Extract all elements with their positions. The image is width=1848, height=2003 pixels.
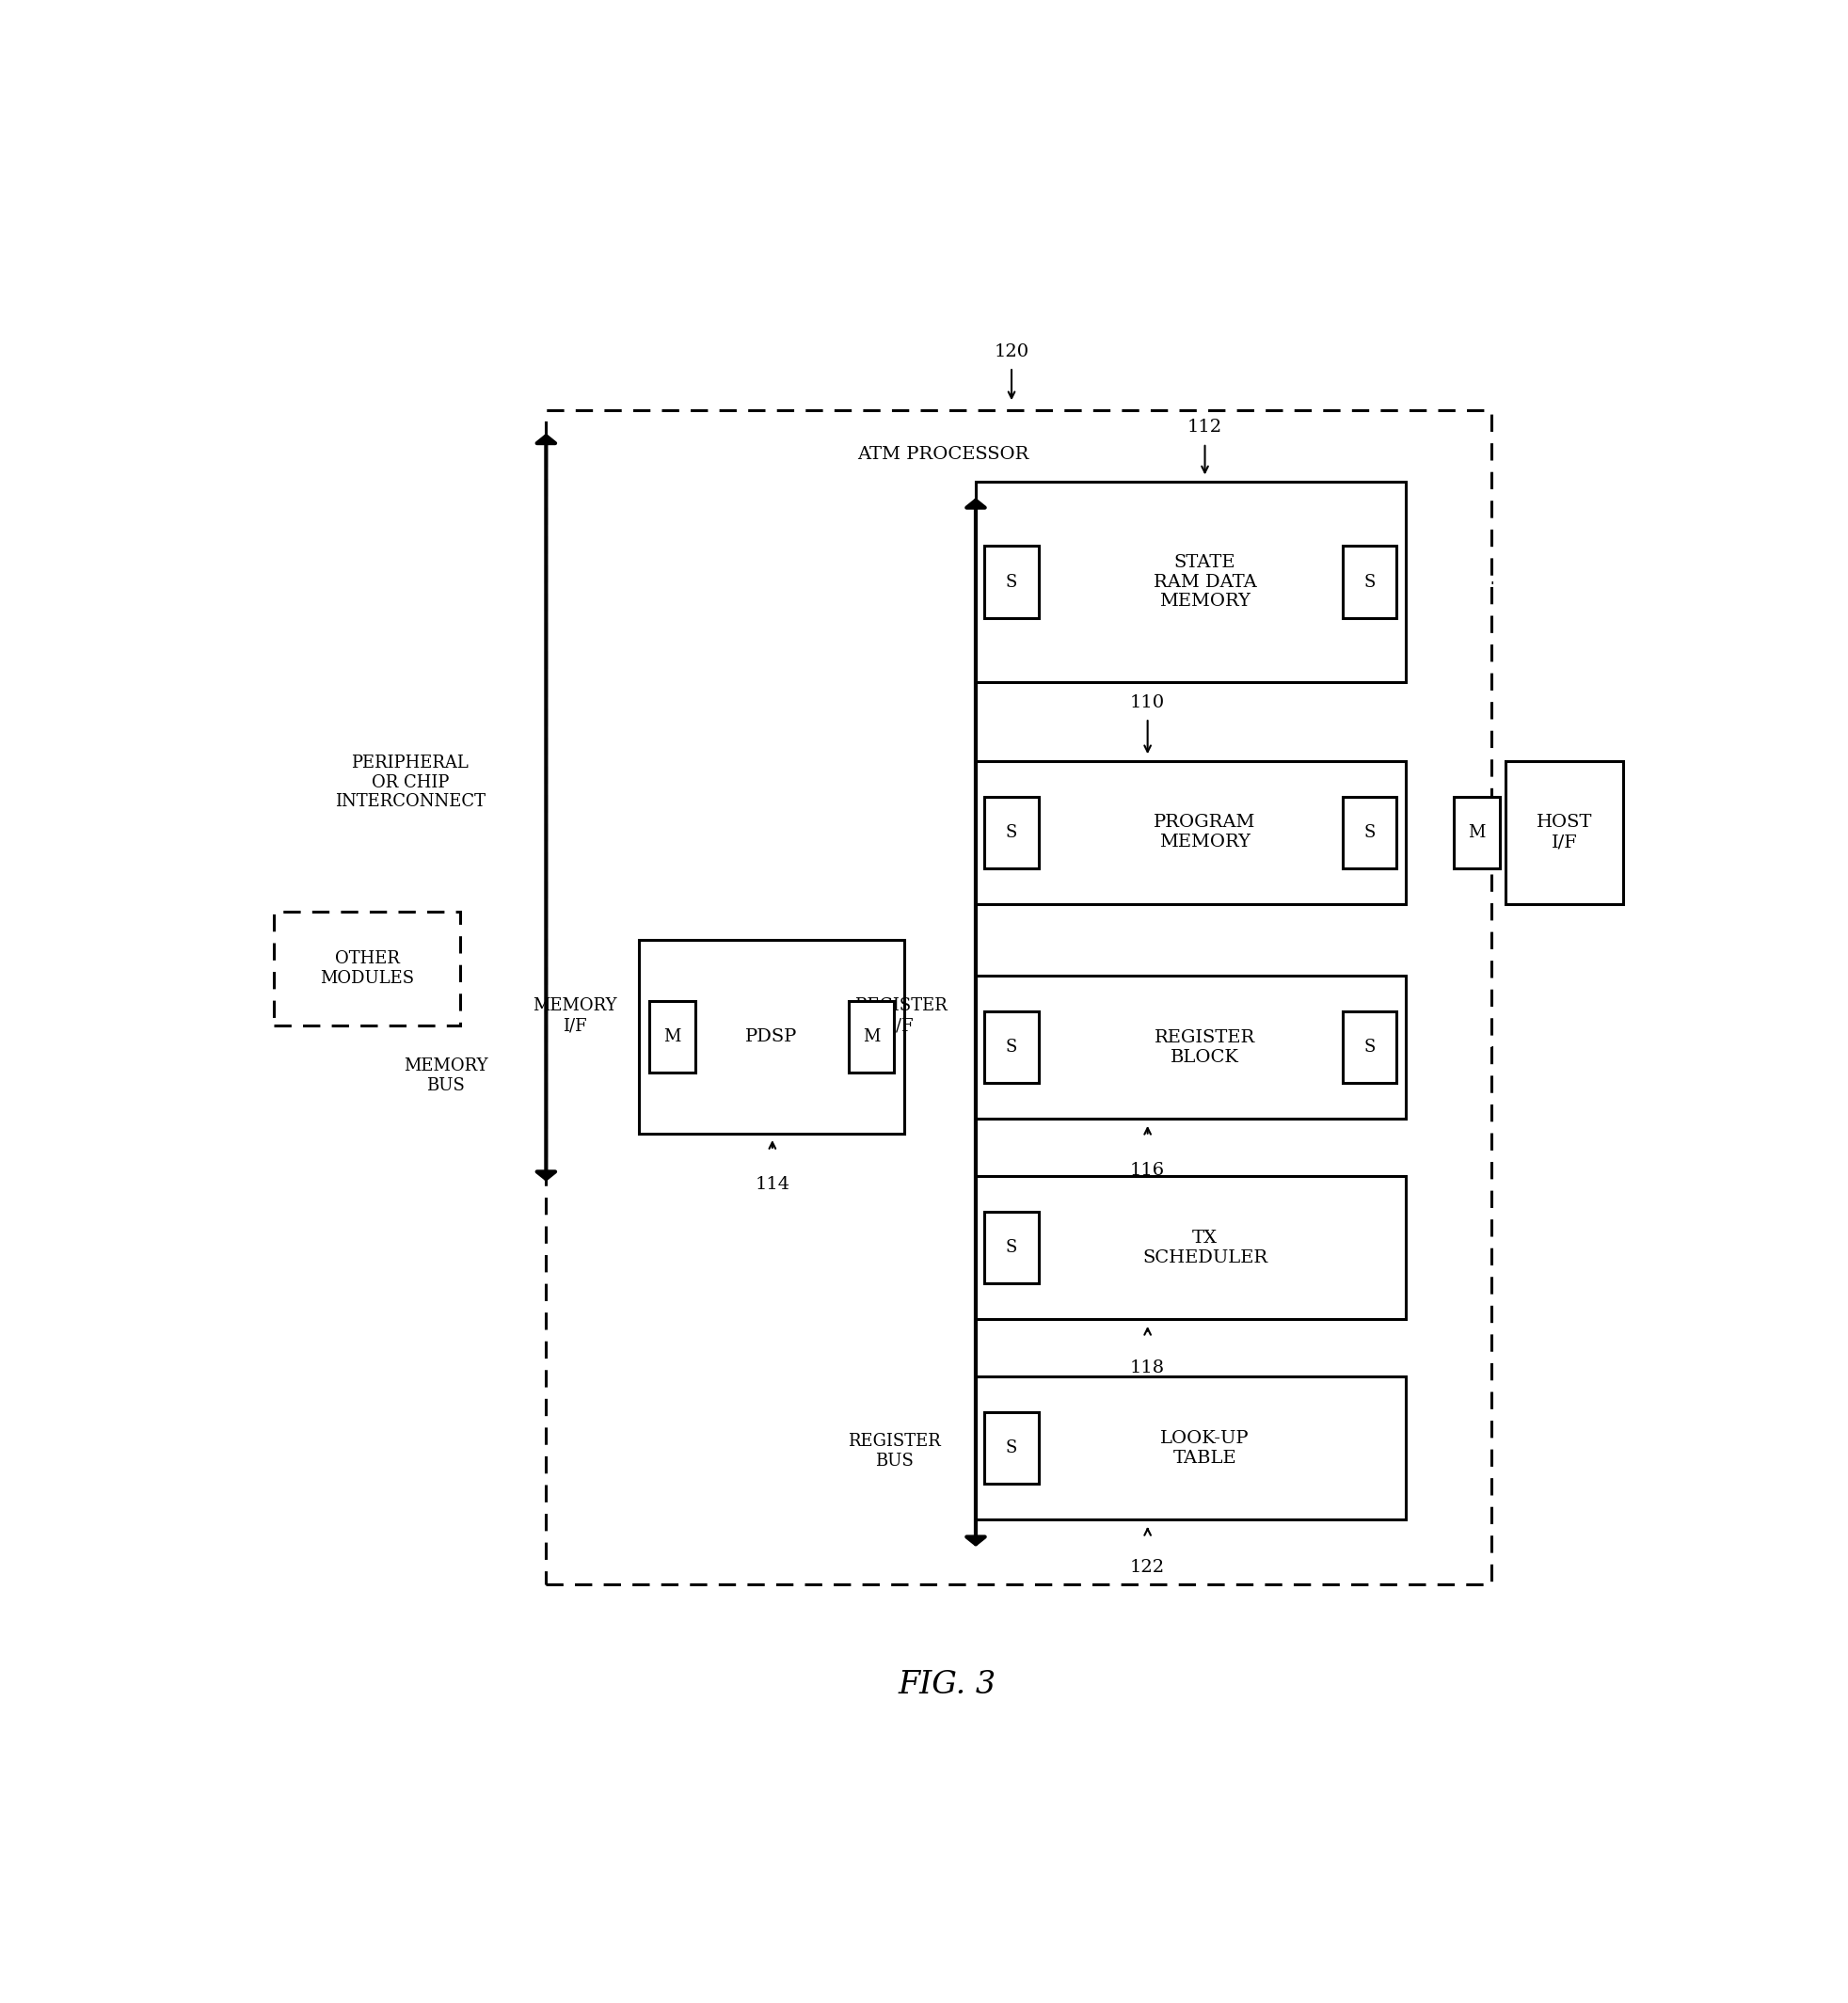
Text: TX
SCHEDULER: TX SCHEDULER [1142,1230,1268,1266]
Bar [649,1002,695,1072]
Bar [985,1212,1039,1284]
Bar [976,1176,1406,1320]
Bar [976,975,1406,1120]
Text: S: S [1005,1040,1018,1056]
Bar [976,1376,1406,1520]
Text: FIG. 3: FIG. 3 [898,1671,996,1701]
Bar [1506,761,1623,903]
Bar [547,411,1491,1584]
Text: S: S [1005,1240,1018,1256]
Text: MEMORY
I/F: MEMORY I/F [532,997,617,1034]
Bar [1342,797,1397,869]
Text: S: S [1005,573,1018,591]
Text: MEMORY
BUS: MEMORY BUS [403,1058,488,1094]
Text: STATE
RAM DATA
MEMORY: STATE RAM DATA MEMORY [1153,555,1257,611]
Text: HOST
I/F: HOST I/F [1536,815,1593,851]
Text: REGISTER
BUS: REGISTER BUS [848,1432,941,1470]
Bar [985,547,1039,617]
Bar [1342,1012,1397,1084]
Text: 116: 116 [1131,1162,1164,1180]
Text: ATM PROCESSOR: ATM PROCESSOR [857,447,1029,463]
Bar [1454,797,1501,869]
Bar [848,1002,894,1072]
Text: 110: 110 [1131,693,1164,711]
Text: PROGRAM
MEMORY: PROGRAM MEMORY [1153,815,1257,851]
Text: M: M [863,1028,880,1046]
Text: 112: 112 [1188,419,1222,437]
Bar [1342,547,1397,617]
Bar [639,939,904,1134]
Text: PDSP: PDSP [745,1028,798,1046]
Text: 120: 120 [994,343,1029,361]
Bar [985,1012,1039,1084]
Text: S: S [1005,1440,1018,1456]
Text: PERIPHERAL
OR CHIP
INTERCONNECT: PERIPHERAL OR CHIP INTERCONNECT [334,755,486,811]
Text: OTHER
MODULES: OTHER MODULES [320,949,414,987]
Text: S: S [1364,1040,1375,1056]
Text: M: M [663,1028,680,1046]
Text: 114: 114 [754,1176,789,1194]
Bar [976,481,1406,683]
Bar [985,1412,1039,1484]
Text: 118: 118 [1131,1360,1164,1376]
Bar [985,797,1039,869]
Text: REGISTER
I/F: REGISTER I/F [856,997,948,1034]
Bar [976,761,1406,903]
Text: 122: 122 [1131,1558,1164,1576]
Text: REGISTER
BLOCK: REGISTER BLOCK [1155,1030,1255,1066]
Text: S: S [1364,823,1375,841]
Text: S: S [1005,823,1018,841]
Text: S: S [1364,573,1375,591]
Text: M: M [1469,823,1486,841]
Bar [274,911,460,1026]
Text: LOOK-UP
TABLE: LOOK-UP TABLE [1161,1430,1249,1466]
